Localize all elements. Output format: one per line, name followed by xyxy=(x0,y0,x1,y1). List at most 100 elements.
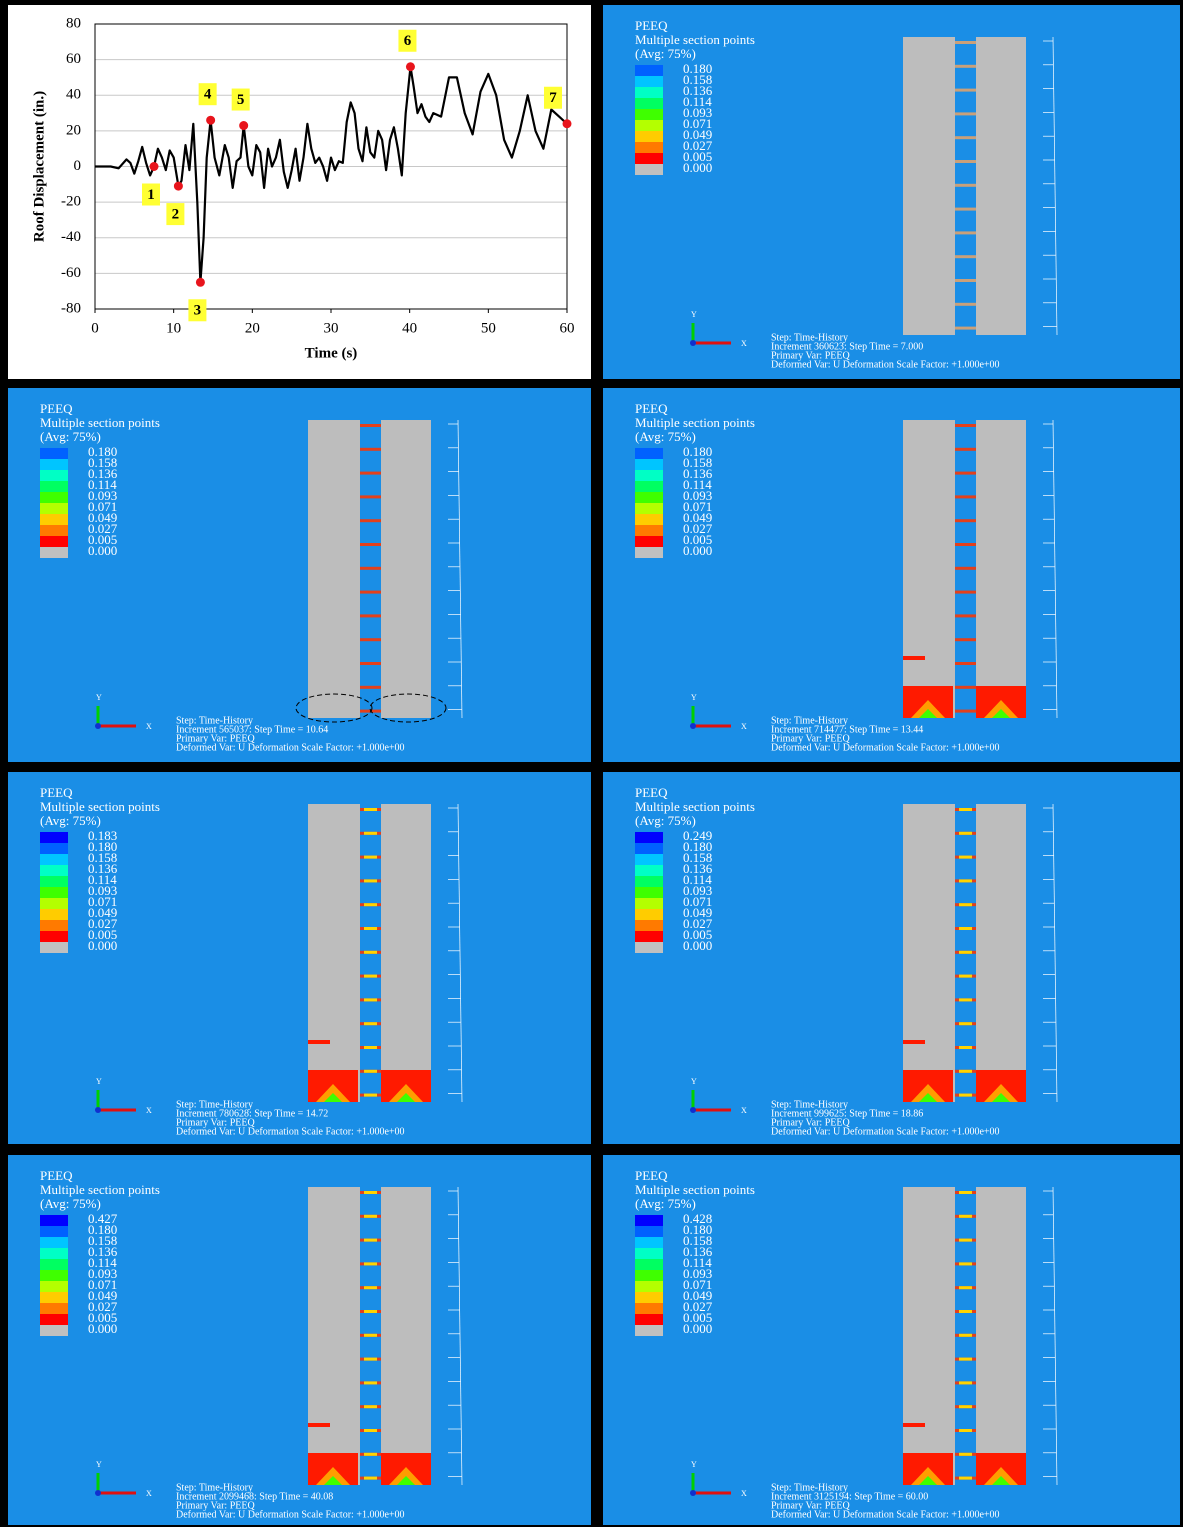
beam-hinge xyxy=(959,1191,972,1194)
footer-line: Increment 714477: Step Time = 13.44 xyxy=(771,724,923,735)
legend-value: 0.000 xyxy=(683,160,712,175)
panel-background xyxy=(603,1155,1180,1525)
y-tick-label: -60 xyxy=(61,265,81,281)
right-wall xyxy=(976,804,1026,1102)
frame-post xyxy=(1052,36,1058,336)
legend-value: 0.093 xyxy=(683,1266,712,1281)
legend-value: 0.114 xyxy=(683,94,712,109)
axis-label: X xyxy=(741,339,747,348)
legend-swatch xyxy=(635,909,663,920)
legend-average: (Avg: 75%) xyxy=(40,1196,101,1211)
x-axis-title: Time (s) xyxy=(305,345,358,361)
footer-line: Deformed Var: U Deformation Scale Factor… xyxy=(176,1126,405,1137)
legend-value: 0.093 xyxy=(88,883,117,898)
marker-point xyxy=(562,119,572,129)
marker-point xyxy=(405,62,415,72)
damage-zone xyxy=(919,1093,937,1102)
footer-line: Step: Time-History xyxy=(771,1482,848,1493)
legend-value: 0.114 xyxy=(683,872,712,887)
legend-swatch xyxy=(635,120,663,131)
beam-hinge xyxy=(364,903,377,907)
legend-value: 0.136 xyxy=(683,466,713,481)
right-wall xyxy=(381,420,431,718)
beam-hinge xyxy=(364,1310,377,1313)
beam-hinge xyxy=(364,808,377,811)
legend-value: 0.049 xyxy=(88,510,117,525)
legend-swatch xyxy=(635,1325,663,1336)
legend-swatch xyxy=(635,131,663,142)
coupling-beam xyxy=(955,685,976,689)
beam-hinge xyxy=(364,1191,377,1194)
x-tick-label: 20 xyxy=(245,320,260,336)
legend-value: 0.027 xyxy=(683,138,713,153)
legend-value: 0.158 xyxy=(683,72,712,87)
legend-average: (Avg: 75%) xyxy=(40,813,101,828)
legend-swatch xyxy=(635,920,663,931)
coupling-beam xyxy=(955,255,976,259)
chart-panel xyxy=(8,5,591,379)
beam-hinge xyxy=(959,950,972,954)
legend-value: 0.000 xyxy=(683,938,712,953)
beam-hinge xyxy=(364,879,377,883)
legend-swatch xyxy=(40,865,68,876)
legend-value: 0.049 xyxy=(683,1288,712,1303)
beam-hinge xyxy=(959,1452,972,1456)
legend-value: 0.428 xyxy=(683,1211,712,1226)
legend-value: 0.180 xyxy=(88,1222,117,1237)
legend-swatch xyxy=(40,1237,68,1248)
line-chart: -80 -60 -40 -20 0 20 40 60 80 0 10 20 30 40 50 60 Time (… xyxy=(31,15,574,361)
beam-hinge xyxy=(364,1405,377,1409)
footer-line: Deformed Var: U Deformation Scale Factor… xyxy=(771,742,1000,753)
coupling-beam xyxy=(955,447,976,451)
legend-swatch xyxy=(40,1281,68,1292)
beam-hinge xyxy=(959,879,972,883)
legend-title: PEEQ xyxy=(635,18,668,33)
legend-value: 0.180 xyxy=(88,444,117,459)
marker-label-box xyxy=(188,299,207,322)
coupling-beam xyxy=(955,160,976,163)
beam-hinge xyxy=(959,1069,972,1073)
coupling-beam xyxy=(955,709,976,713)
legend-value: 0.049 xyxy=(88,1288,117,1303)
legend-value: 0.093 xyxy=(88,488,117,503)
coupling-beam xyxy=(955,662,976,665)
beam-hinge xyxy=(959,1214,972,1218)
legend-value: 0.027 xyxy=(88,521,118,536)
marker-label: 4 xyxy=(204,87,212,103)
legend-value: 0.005 xyxy=(683,532,712,547)
damage-zone xyxy=(903,1040,925,1044)
beam-hinge xyxy=(959,1286,972,1290)
beam-hinge xyxy=(364,1357,377,1361)
left-wall xyxy=(903,420,955,718)
footer-line: Deformed Var: U Deformation Scale Factor… xyxy=(176,1509,405,1520)
legend-swatch xyxy=(635,547,663,558)
damage-zone xyxy=(992,1476,1010,1485)
damage-zone xyxy=(397,1093,415,1102)
legend-swatch xyxy=(40,832,68,843)
beam-hinge xyxy=(959,1429,972,1432)
beam-hinge xyxy=(364,1333,377,1337)
panel-background xyxy=(603,388,1180,762)
axis-label: X xyxy=(146,722,152,731)
coupling-beam xyxy=(360,519,381,523)
coupling-beam xyxy=(360,471,381,475)
damage-zone xyxy=(308,1423,330,1427)
y-tick-label: 60 xyxy=(66,51,81,67)
legend-value: 0.093 xyxy=(88,1266,117,1281)
coupling-beam xyxy=(360,685,381,689)
legend-swatch xyxy=(635,76,663,87)
legend-value: 0.071 xyxy=(88,499,117,514)
legend-swatch xyxy=(40,1259,68,1270)
beam-hinge xyxy=(959,1022,972,1026)
beam-hinge xyxy=(959,974,972,978)
legend-average: (Avg: 75%) xyxy=(40,429,101,444)
coupling-beam xyxy=(955,566,976,570)
axis-label: Y xyxy=(691,1460,697,1469)
beam-hinge xyxy=(364,950,377,954)
x-tick-label: 0 xyxy=(91,320,99,336)
panel-background xyxy=(8,772,591,1144)
legend-value: 0.158 xyxy=(88,850,117,865)
footer-line: Increment 2099468: Step Time = 40.08 xyxy=(176,1491,333,1502)
damage-zone xyxy=(324,1093,342,1102)
